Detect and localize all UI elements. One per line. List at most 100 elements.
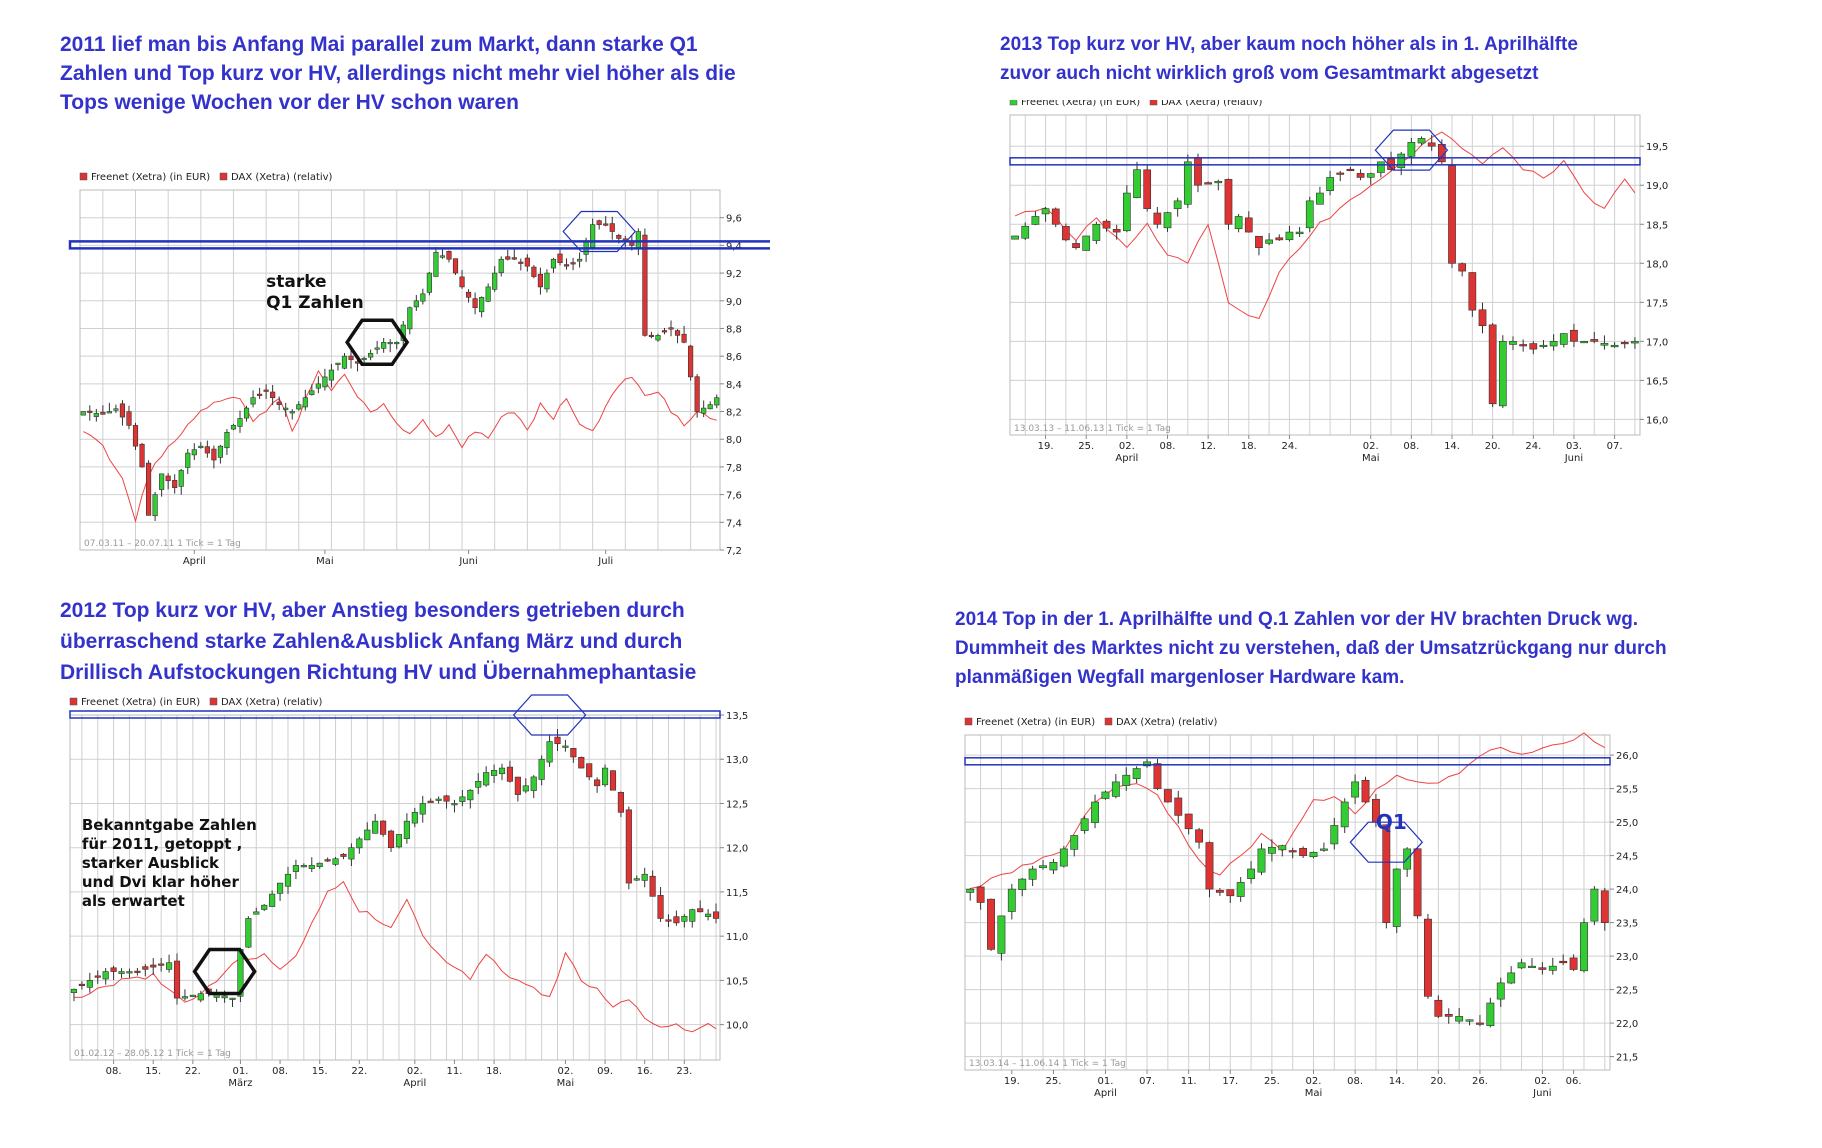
candle-body bbox=[1519, 344, 1528, 347]
annotation-text: und Dvi klar höher bbox=[82, 873, 240, 891]
y-tick-label: 18,5 bbox=[1646, 220, 1668, 231]
candle bbox=[1444, 1008, 1453, 1024]
annotation-text: Q1 Zahlen bbox=[266, 293, 364, 313]
candle bbox=[1194, 153, 1202, 193]
candle-body bbox=[197, 993, 204, 1001]
candle-body bbox=[570, 262, 576, 265]
candle bbox=[1111, 774, 1120, 799]
candle bbox=[189, 994, 196, 997]
candle bbox=[433, 247, 439, 277]
candle bbox=[1427, 135, 1436, 151]
top-level-band bbox=[964, 757, 1611, 766]
candle bbox=[270, 384, 276, 406]
y-tick-label: 8,8 bbox=[726, 324, 742, 335]
candle bbox=[263, 384, 269, 400]
heading-line: Zahlen und Top kurz vor HV, allerdings n… bbox=[60, 62, 736, 85]
candle-body bbox=[641, 873, 648, 881]
candle bbox=[1549, 334, 1558, 351]
candle bbox=[139, 442, 145, 468]
legend-label-freenet: Freenet (Xetra) (in EUR) bbox=[976, 717, 1095, 728]
legend-swatch-dax bbox=[219, 172, 228, 181]
candle bbox=[1437, 139, 1446, 164]
candle bbox=[1620, 340, 1629, 349]
candle-body bbox=[1631, 341, 1639, 344]
candle bbox=[1397, 151, 1406, 176]
candle bbox=[217, 444, 223, 464]
candle-body bbox=[407, 307, 413, 330]
candle bbox=[1580, 918, 1588, 973]
x-month-label: April bbox=[183, 556, 206, 567]
top-level-band bbox=[69, 710, 721, 719]
candle-body bbox=[459, 276, 465, 288]
candle-body bbox=[1267, 846, 1276, 854]
candle-body bbox=[1007, 888, 1016, 912]
x-tick-label: 14. bbox=[1444, 441, 1460, 452]
candle bbox=[1091, 794, 1099, 829]
candle-body bbox=[689, 909, 696, 922]
y-tick-label: 8,0 bbox=[726, 435, 742, 446]
candle bbox=[1468, 272, 1477, 317]
y-tick-label: 19,5 bbox=[1646, 142, 1668, 153]
candle-body bbox=[433, 252, 439, 277]
candle bbox=[1163, 788, 1172, 803]
candle bbox=[655, 333, 661, 342]
x-tick-label: 19. bbox=[1038, 441, 1054, 452]
candle bbox=[1173, 197, 1182, 217]
candle-body bbox=[459, 796, 466, 802]
candle-body bbox=[237, 418, 243, 427]
y-tick-label: 18,0 bbox=[1646, 259, 1668, 270]
candle bbox=[142, 964, 149, 977]
candle bbox=[1101, 790, 1110, 800]
candle-body bbox=[681, 915, 688, 922]
candle-body bbox=[1488, 324, 1497, 405]
candle bbox=[1133, 161, 1141, 199]
y-tick-label: 21,5 bbox=[1616, 1053, 1638, 1064]
heading-line: 2013 Top kurz vor HV, aber kaum noch höh… bbox=[1000, 34, 1578, 55]
dax-line bbox=[83, 369, 717, 524]
candle bbox=[335, 362, 341, 371]
x-month-label: 02. bbox=[1363, 441, 1379, 452]
candle-body bbox=[1570, 329, 1578, 342]
candle bbox=[1070, 835, 1079, 857]
x-tick-label: 11. bbox=[1181, 1076, 1197, 1087]
candle bbox=[590, 218, 596, 248]
candle bbox=[102, 968, 109, 985]
candle bbox=[296, 401, 302, 411]
x-month-label: Mai bbox=[1305, 1088, 1323, 1099]
candle-body bbox=[655, 335, 661, 341]
candle bbox=[479, 296, 485, 318]
candle bbox=[1247, 861, 1256, 884]
candle-body bbox=[145, 462, 152, 516]
candle bbox=[649, 870, 656, 897]
candle-body bbox=[701, 407, 707, 414]
y-tick-label: 8,4 bbox=[726, 380, 742, 391]
candle-body bbox=[261, 904, 268, 910]
candle-body bbox=[633, 878, 640, 881]
chart-legend: Freenet (Xetra) (in EUR) DAX (Xetra) (rel… bbox=[69, 697, 323, 708]
candle bbox=[243, 405, 250, 422]
candle bbox=[302, 389, 308, 411]
annotation-text: Q1 bbox=[1376, 810, 1407, 834]
candle-body bbox=[697, 908, 704, 913]
candle-body bbox=[603, 223, 609, 226]
candle bbox=[322, 368, 328, 391]
candle-body bbox=[1132, 768, 1141, 779]
candle-body bbox=[554, 736, 561, 745]
candle bbox=[159, 473, 165, 497]
top-level-band bbox=[68, 240, 770, 250]
candle bbox=[1517, 959, 1526, 970]
y-tick-label: 17,0 bbox=[1646, 337, 1668, 348]
candle bbox=[126, 405, 132, 430]
candle bbox=[506, 760, 514, 783]
candle-body bbox=[537, 273, 543, 288]
candle-body bbox=[348, 355, 354, 360]
candle bbox=[1183, 154, 1192, 208]
legend-label-dax: DAX (Xetra) (relativ) bbox=[231, 172, 333, 183]
candle bbox=[1059, 845, 1068, 868]
candle-body bbox=[446, 250, 452, 260]
x-tick-label: 25. bbox=[1264, 1076, 1280, 1087]
candle-body bbox=[380, 820, 387, 835]
candle bbox=[1600, 335, 1609, 350]
candle-body bbox=[387, 342, 393, 345]
candle bbox=[1309, 851, 1318, 859]
